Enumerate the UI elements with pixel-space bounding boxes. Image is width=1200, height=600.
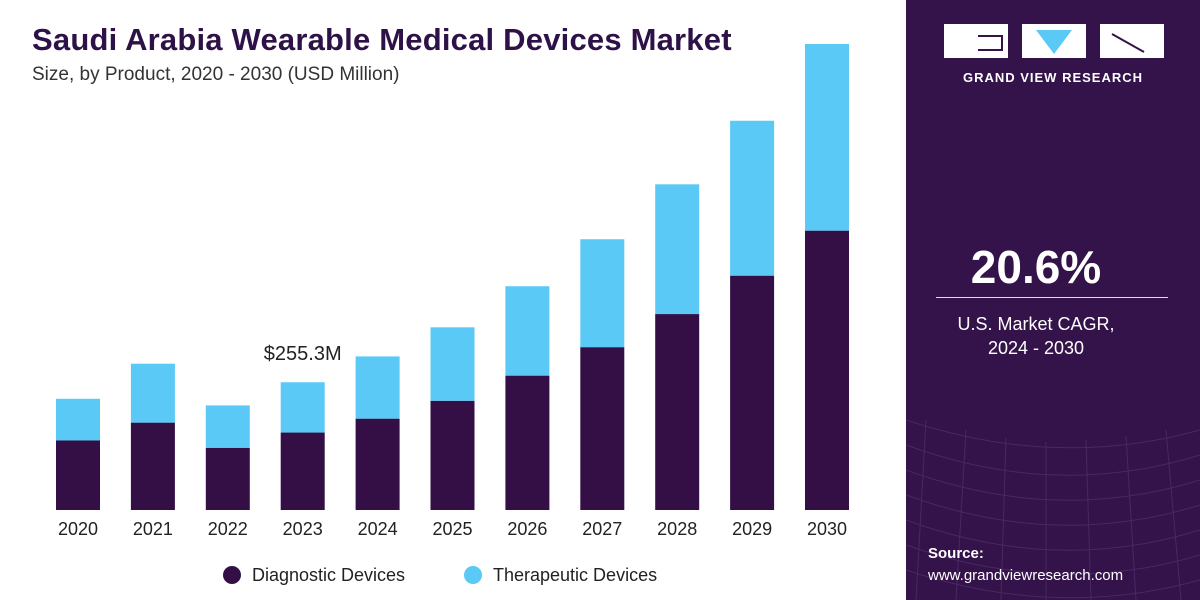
cagr-label: U.S. Market CAGR, 2024 - 2030 (906, 312, 1166, 360)
x-tick-label: 2029 (732, 519, 772, 539)
bar-diagnostic-2025 (430, 400, 475, 510)
info-panel: GRAND VIEW RESEARCH 20.6% U.S. Market CA… (906, 0, 1200, 600)
bar-therapeutic-2025 (430, 327, 475, 401)
legend-label: Therapeutic Devices (493, 565, 657, 585)
chart-panel: Saudi Arabia Wearable Medical Devices Ma… (32, 22, 849, 585)
chart-title: Saudi Arabia Wearable Medical Devices Ma… (32, 22, 732, 57)
cagr-divider (936, 297, 1168, 298)
bar-diagnostic-2020 (56, 440, 100, 510)
source-label: Source: (928, 545, 984, 562)
x-tick-label: 2025 (432, 519, 472, 539)
bar-diagnostic-2027 (580, 347, 625, 510)
bar-diagnostic-2024 (355, 418, 400, 510)
x-tick-label: 2024 (358, 519, 398, 539)
chart-subtitle: Size, by Product, 2020 - 2030 (USD Milli… (32, 64, 400, 85)
wireframe-background (906, 419, 1200, 600)
brand-name: GRAND VIEW RESEARCH (962, 70, 1144, 85)
bar-therapeutic-2022 (205, 405, 250, 448)
bar-diagnostic-2023 (280, 432, 325, 510)
x-tick-label: 2022 (208, 519, 248, 539)
bar-diagnostic-2030 (805, 230, 849, 510)
cagr-label-line2: 2024 - 2030 (987, 338, 1085, 358)
data-annotation: $255.3M (264, 343, 342, 365)
cagr-label-line1: U.S. Market CAGR, (957, 314, 1115, 334)
bar-therapeutic-2021 (130, 363, 175, 423)
stacked-bar-chart: 2020 2021 2022 2023 2024 2025 2026 2027 2028 2029… (56, 43, 849, 585)
bar-therapeutic-2027 (580, 239, 625, 348)
x-tick-label: 2030 (807, 519, 847, 539)
x-tick-label: 2023 (283, 519, 323, 539)
bar-therapeutic-2024 (355, 356, 400, 419)
bar-therapeutic-2028 (655, 184, 700, 315)
legend-marker (223, 566, 241, 584)
bar-diagnostic-2026 (505, 375, 550, 510)
bar-therapeutic-2023 (280, 382, 325, 433)
bar-therapeutic-2020 (56, 398, 100, 441)
legend-marker (464, 566, 482, 584)
bar-therapeutic-2026 (505, 286, 550, 376)
x-tick-label: 2020 (58, 519, 98, 539)
bar-therapeutic-2029 (730, 120, 775, 276)
bar-diagnostic-2021 (130, 422, 175, 510)
source-url: www.grandviewresearch.com (928, 567, 1124, 584)
x-tick-label: 2028 (657, 519, 697, 539)
x-tick-label: 2027 (582, 519, 622, 539)
bar-therapeutic-2030 (805, 43, 849, 231)
x-tick-label: 2021 (133, 519, 173, 539)
cagr-value: 20.6% (970, 241, 1102, 293)
x-tick-label: 2026 (507, 519, 547, 539)
gvr-logo (944, 24, 1164, 58)
bar-diagnostic-2022 (205, 447, 250, 510)
bar-diagnostic-2028 (655, 314, 700, 510)
bar-diagnostic-2029 (730, 275, 775, 510)
legend-label: Diagnostic Devices (252, 565, 405, 585)
